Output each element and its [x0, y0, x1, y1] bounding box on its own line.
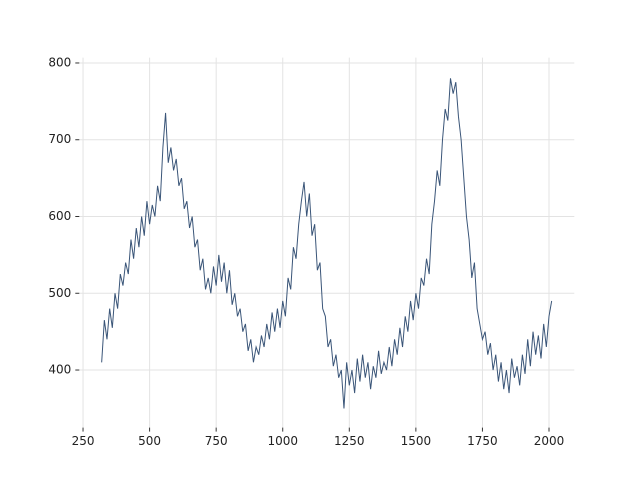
line-series — [101, 78, 553, 409]
y-tick-label: 700 — [48, 132, 71, 146]
y-tick-label: 600 — [48, 209, 71, 223]
y-tick-label: 800 — [48, 55, 71, 69]
x-tick-label: 750 — [205, 434, 228, 448]
x-tick-label: 1750 — [467, 434, 498, 448]
y-tick-label: 500 — [48, 286, 71, 300]
x-tick-label: 500 — [138, 434, 161, 448]
x-tick-label: 2000 — [534, 434, 565, 448]
x-tick-label: 1000 — [267, 434, 298, 448]
y-tick-label: 400 — [48, 363, 71, 377]
x-tick-label: 250 — [72, 434, 95, 448]
x-tick-label: 1250 — [334, 434, 365, 448]
x-tick-label: 1500 — [401, 434, 432, 448]
